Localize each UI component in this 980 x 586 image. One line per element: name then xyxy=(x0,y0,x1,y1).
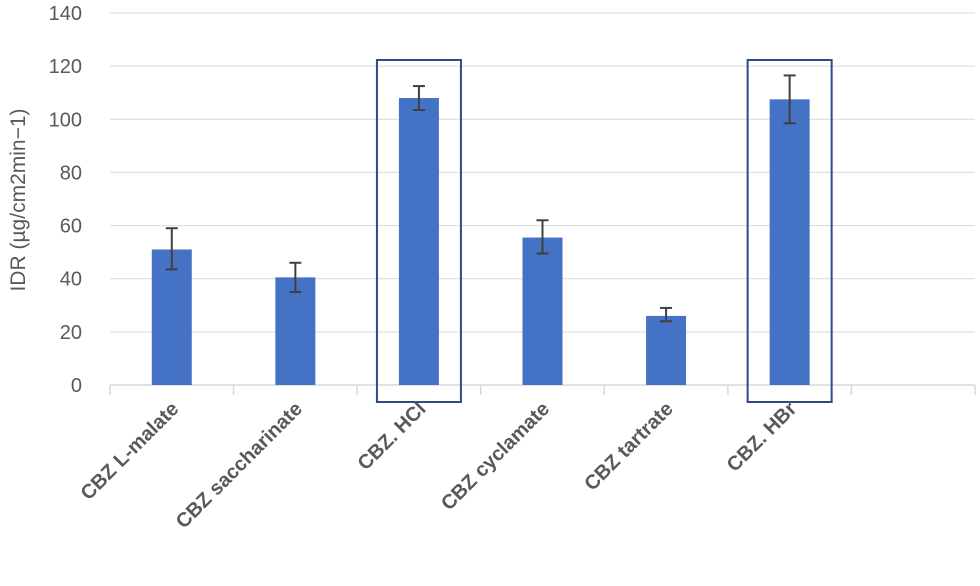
error-bars xyxy=(165,74,796,323)
x-tick-label: CBZ. HBr xyxy=(723,398,802,477)
bar xyxy=(769,99,810,385)
bars xyxy=(151,98,810,386)
x-tick-label: CBZ L-malate xyxy=(77,398,184,505)
x-tick-label: CBZ. HCl xyxy=(354,398,431,475)
y-tick-label: 80 xyxy=(60,162,82,184)
bar xyxy=(398,98,439,386)
y-tick-label: 120 xyxy=(49,56,82,78)
y-tick-label: 20 xyxy=(60,322,82,344)
y-tick-label: 140 xyxy=(49,3,82,25)
highlight-boxes xyxy=(375,59,833,403)
x-tick-label: CBZ saccharinate xyxy=(172,398,307,533)
x-tick-label: CBZ cyclamate xyxy=(437,398,554,515)
highlight-box xyxy=(746,59,833,403)
bar xyxy=(646,315,687,385)
y-tick-label: 40 xyxy=(60,269,82,291)
highlight-box xyxy=(375,59,462,403)
y-tick-label: 100 xyxy=(49,109,82,131)
y-axis-title: IDR (µg/cm2min−1) xyxy=(7,108,30,291)
x-tick-label: CBZ tartrate xyxy=(580,398,677,495)
y-tick-label: 60 xyxy=(60,216,82,238)
bar xyxy=(151,249,192,385)
bar xyxy=(275,277,316,385)
y-tick-label: 0 xyxy=(71,375,82,397)
bar xyxy=(522,237,563,385)
y-tick-labels: 0 20 40 60 80 100 120 140 xyxy=(49,3,82,397)
x-axis xyxy=(109,384,976,395)
